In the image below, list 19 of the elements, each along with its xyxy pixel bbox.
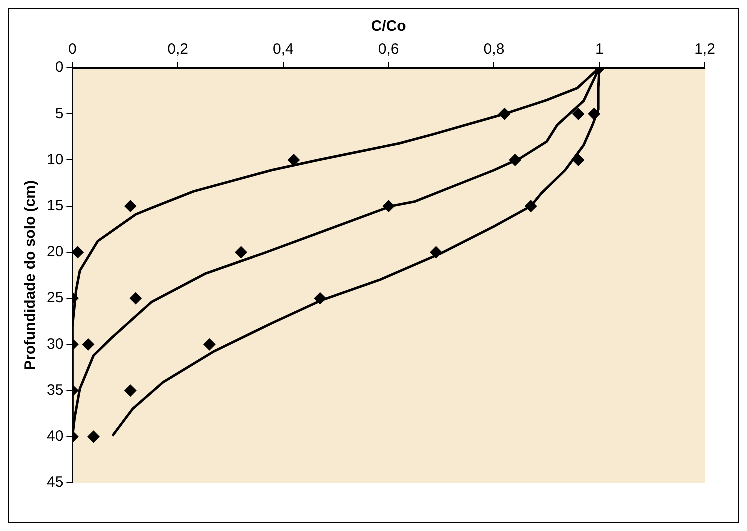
y-tick-label: 10 xyxy=(46,151,64,168)
y-tick-label: 30 xyxy=(46,336,64,353)
x-axis-title: C/Co xyxy=(371,18,406,36)
x-tick-label: 0,6 xyxy=(378,41,400,58)
y-tick-label: 35 xyxy=(46,382,64,399)
y-tick-label: 15 xyxy=(46,197,64,214)
x-tick-label: 0,2 xyxy=(168,41,188,58)
y-axis-title: Profundidade do solo (cm) xyxy=(22,180,40,370)
y-tick-label: 20 xyxy=(46,244,64,261)
x-tick-label: 0 xyxy=(68,41,77,58)
y-tick-label: 25 xyxy=(46,290,64,307)
x-tick-label: 1 xyxy=(595,41,604,58)
y-tick-label: 40 xyxy=(46,428,64,446)
x-tick-label: 1,2 xyxy=(694,41,716,58)
y-tick-label: 0 xyxy=(55,59,64,76)
y-tick-label: 5 xyxy=(55,105,64,122)
x-tick-label: 0,8 xyxy=(484,41,505,58)
y-tick-label: 45 xyxy=(46,474,64,492)
x-tick-label: 0,4 xyxy=(273,41,294,58)
